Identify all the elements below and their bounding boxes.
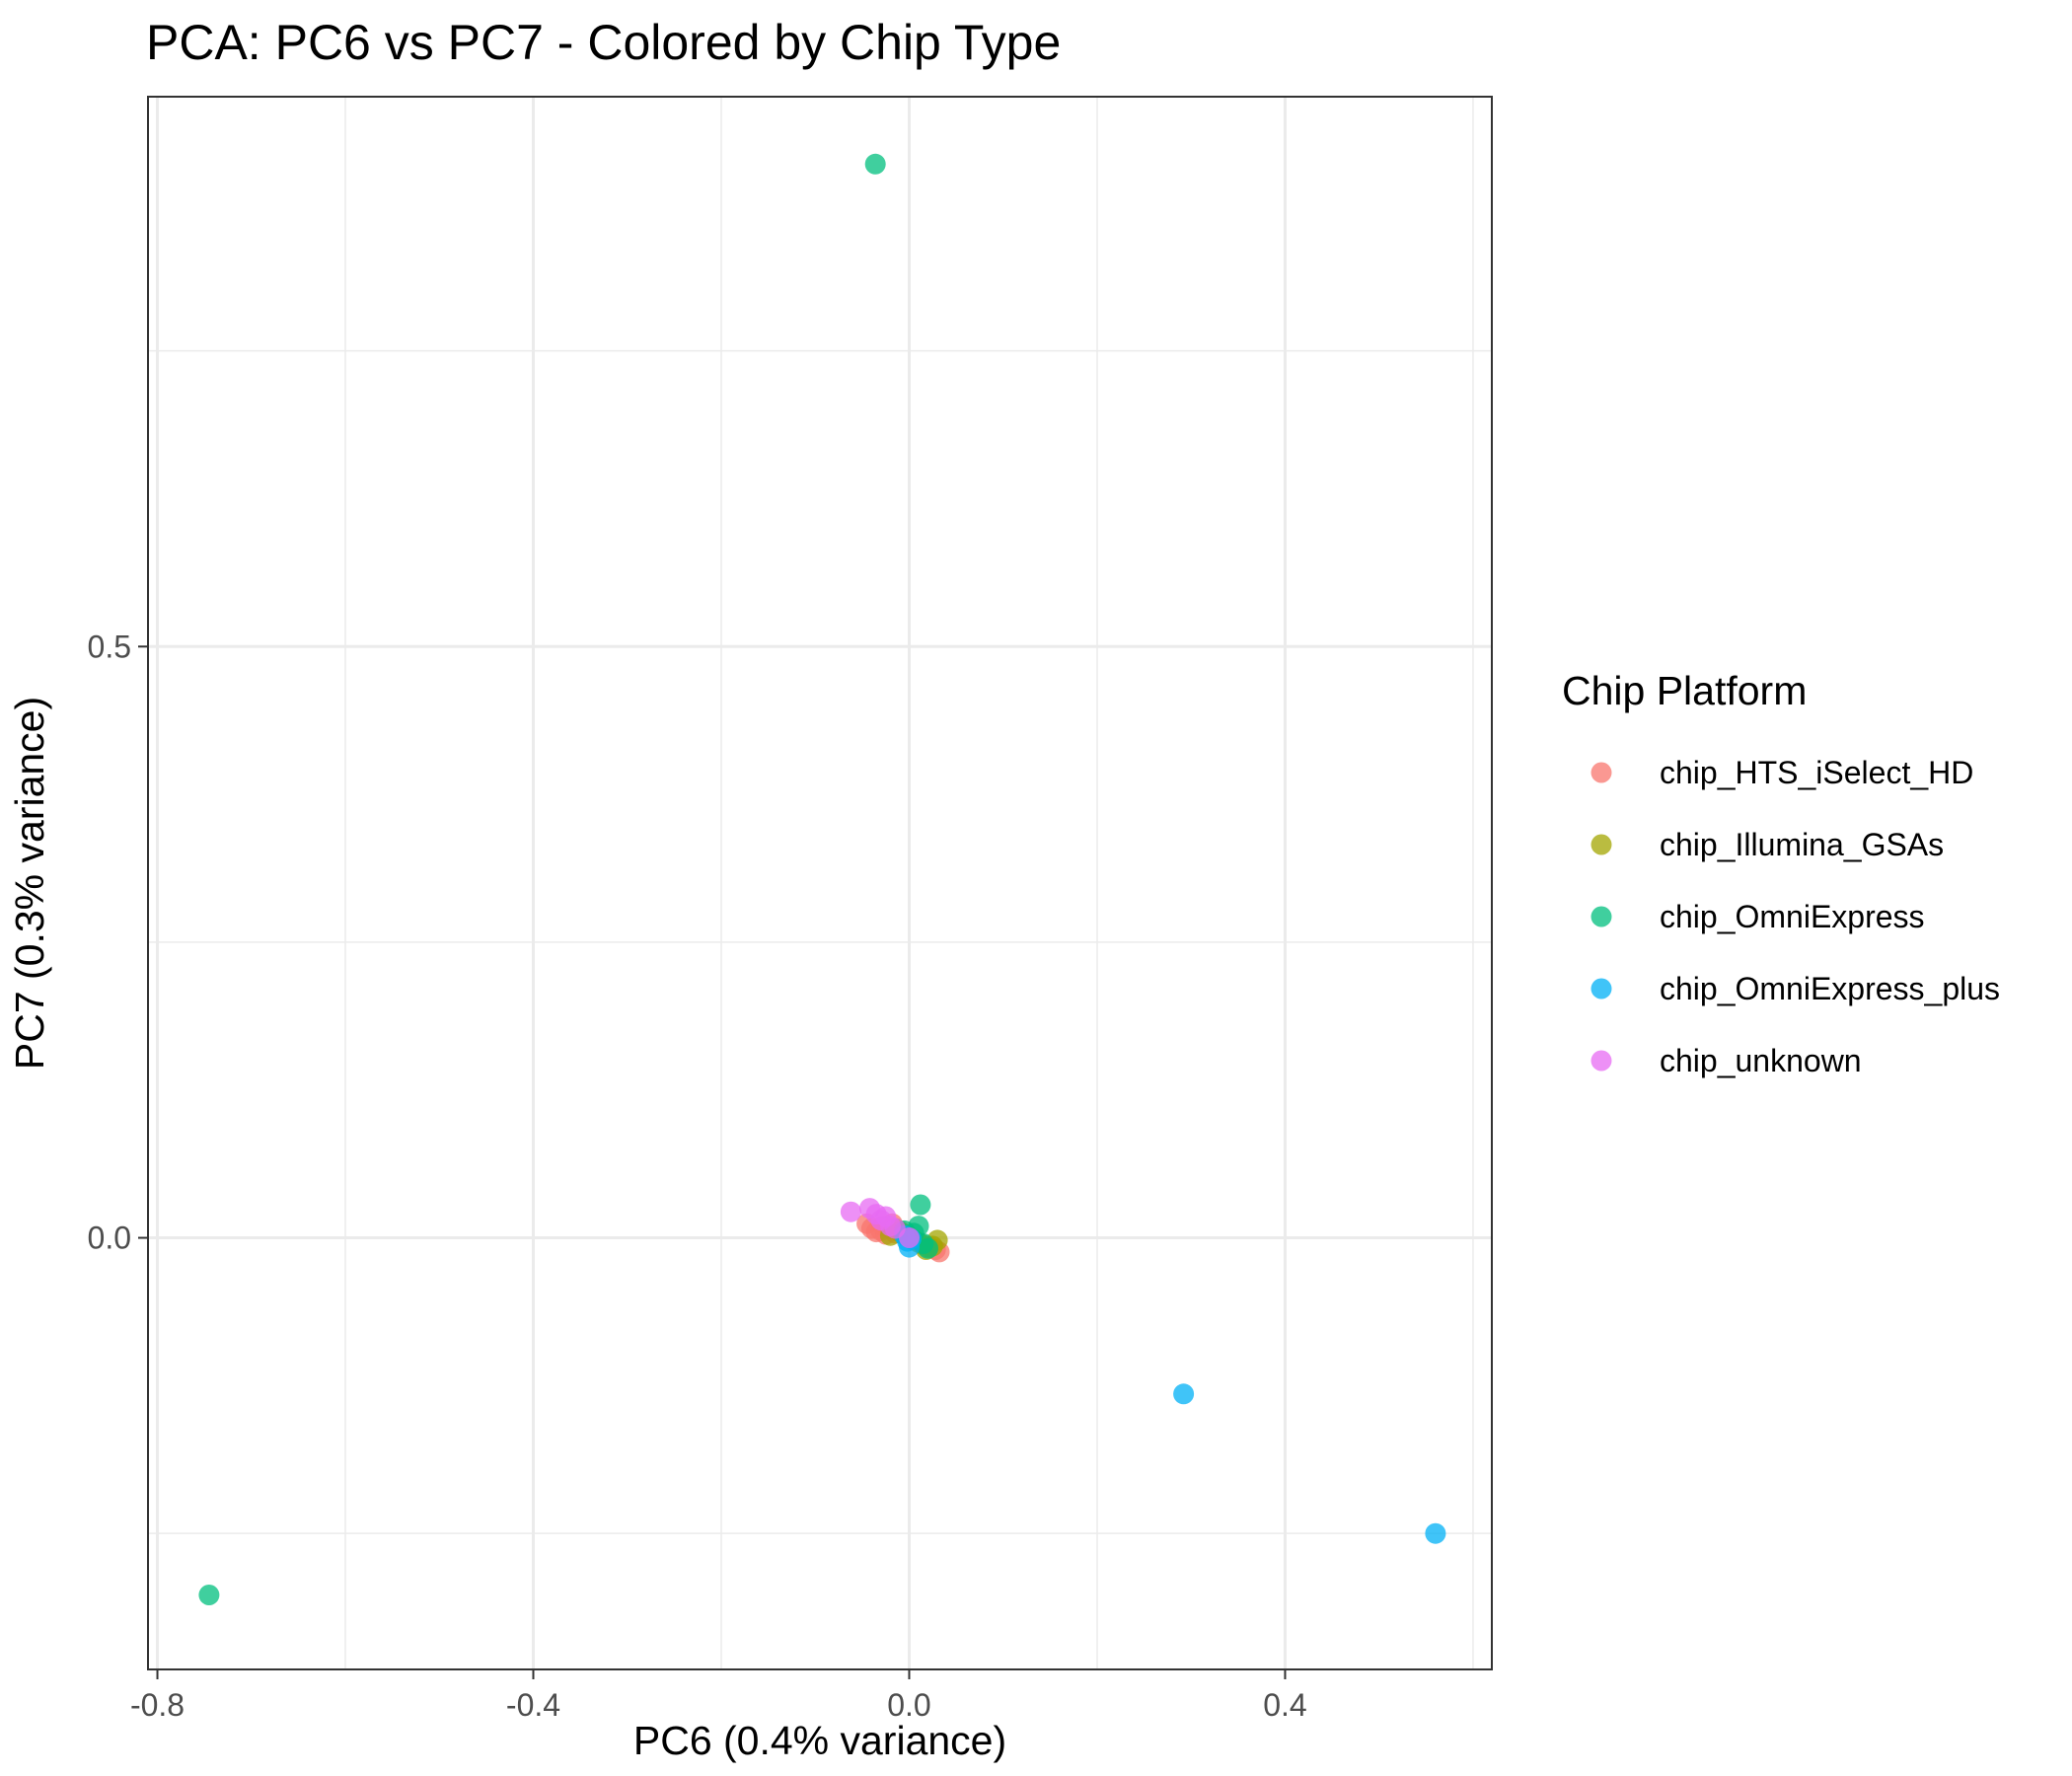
data-points: [198, 153, 1446, 1605]
plot-panel-border: [147, 96, 1493, 1670]
chart-title: PCA: PC6 vs PC7 - Colored by Chip Type: [146, 15, 1061, 70]
legend-key: [1591, 1050, 1612, 1072]
legend: Chip Platform chip_HTS_iSelect_HD chip_Il…: [1562, 668, 2000, 1078]
legend-title: Chip Platform: [1562, 668, 1807, 713]
axes: -0.8 -0.4 0.0 0.4 0.0 0.5: [88, 629, 1307, 1723]
data-point: [840, 1201, 861, 1222]
x-tick-label: 0.0: [887, 1687, 930, 1723]
x-tick-label: 0.4: [1263, 1687, 1306, 1723]
x-tick-label: -0.4: [506, 1687, 560, 1723]
data-point: [910, 1194, 931, 1216]
legend-key: [1591, 762, 1612, 783]
x-axis-title: PC6 (0.4% variance): [633, 1718, 1006, 1763]
legend-key: [1591, 978, 1612, 999]
y-tick-label: 0.0: [88, 1221, 131, 1256]
data-point: [1173, 1383, 1195, 1405]
legend-label: chip_HTS_iSelect_HD: [1660, 755, 1973, 790]
plot-panel: [148, 97, 1492, 1669]
grid-lines: [148, 97, 1492, 1669]
data-point: [918, 1237, 938, 1259]
y-tick-label: 0.5: [88, 629, 131, 664]
legend-label: chip_Illumina_GSAs: [1660, 827, 1944, 862]
legend-label: chip_OmniExpress: [1660, 899, 1925, 934]
data-point: [1425, 1522, 1446, 1544]
legend-label: chip_unknown: [1660, 1043, 1862, 1078]
y-axis-title: PC7 (0.3% variance): [7, 697, 52, 1070]
data-point: [864, 153, 886, 175]
data-point: [198, 1585, 220, 1605]
data-point: [899, 1227, 920, 1248]
legend-key: [1591, 834, 1612, 855]
legend-label: chip_OmniExpress_plus: [1660, 971, 2000, 1006]
legend-key: [1591, 906, 1612, 927]
x-tick-label: -0.8: [130, 1687, 185, 1723]
